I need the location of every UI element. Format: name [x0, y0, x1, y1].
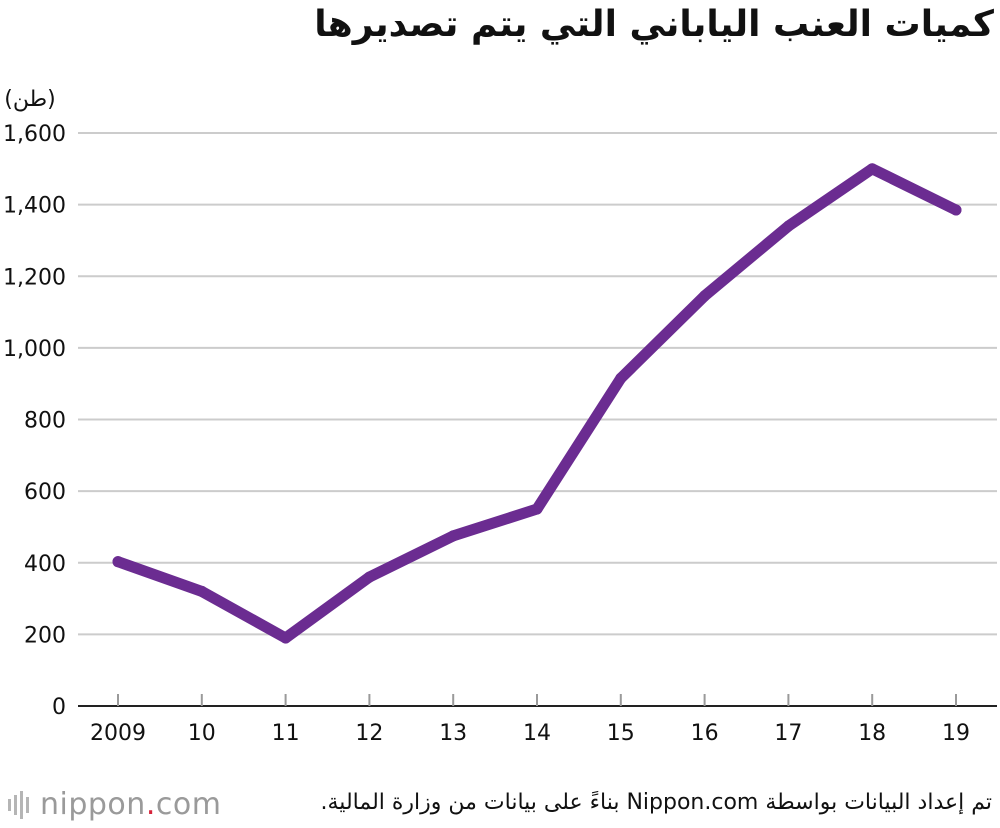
logo-dot: . — [145, 787, 156, 822]
data-point — [280, 632, 292, 644]
line-chart: 0 200 400 600 800 1,000 1,200 1,400 1,600 (طن) 200… — [3, 87, 997, 746]
y-tick-label: 1,000 — [3, 337, 66, 362]
y-tick-label: 200 — [24, 623, 66, 648]
series-line-0 — [112, 163, 962, 644]
data-point — [699, 290, 711, 302]
data-point — [950, 204, 962, 216]
y-tick-label: 1,200 — [3, 265, 66, 290]
logo-text-before: nippon — [40, 787, 146, 822]
y-tick-label: 400 — [24, 552, 66, 577]
x-tick-label: 16 — [691, 721, 719, 746]
data-point — [112, 556, 124, 568]
logo-text-after: com — [155, 787, 222, 822]
axes — [78, 694, 997, 707]
y-tick-label: 0 — [52, 695, 66, 720]
x-tick-label: 17 — [774, 721, 802, 746]
tick-labels: 0 200 400 600 800 1,000 1,200 1,400 1,600 (طن) 200… — [3, 87, 970, 746]
y-axis-unit-label: (طن) — [4, 87, 55, 112]
x-tick-label: 12 — [355, 721, 383, 746]
x-tick-label: 14 — [523, 721, 551, 746]
y-tick-label: 800 — [24, 409, 66, 434]
x-tick-label: 15 — [607, 721, 635, 746]
logo-text: nippon.com — [40, 787, 221, 822]
nippon-logo: nippon.com — [8, 787, 221, 822]
data-point — [782, 220, 794, 232]
y-tick-label: 1,600 — [3, 122, 66, 147]
logo-bars-icon — [8, 790, 29, 819]
data-point — [447, 530, 459, 542]
chart-title: كميات العنب الياباني التي يتم تصديرها — [314, 4, 994, 45]
gridlines — [78, 132, 997, 636]
x-tick-label: 13 — [439, 721, 467, 746]
data-point — [866, 163, 878, 175]
x-tick-label: 11 — [272, 721, 300, 746]
y-tick-label: 1,400 — [3, 194, 66, 219]
data-point — [363, 571, 375, 583]
source-note: تم إعداد البيانات بواسطة Nippon.com بناء… — [320, 790, 992, 815]
y-tick-label: 600 — [24, 480, 66, 505]
x-tick-label: 10 — [188, 721, 216, 746]
data-point — [531, 503, 543, 515]
data-point — [615, 372, 627, 384]
x-tick-label: 18 — [858, 721, 886, 746]
data-point — [196, 585, 208, 597]
series — [112, 163, 962, 644]
x-tick-label: 19 — [942, 721, 970, 746]
x-tick-label: 2009 — [90, 721, 146, 746]
